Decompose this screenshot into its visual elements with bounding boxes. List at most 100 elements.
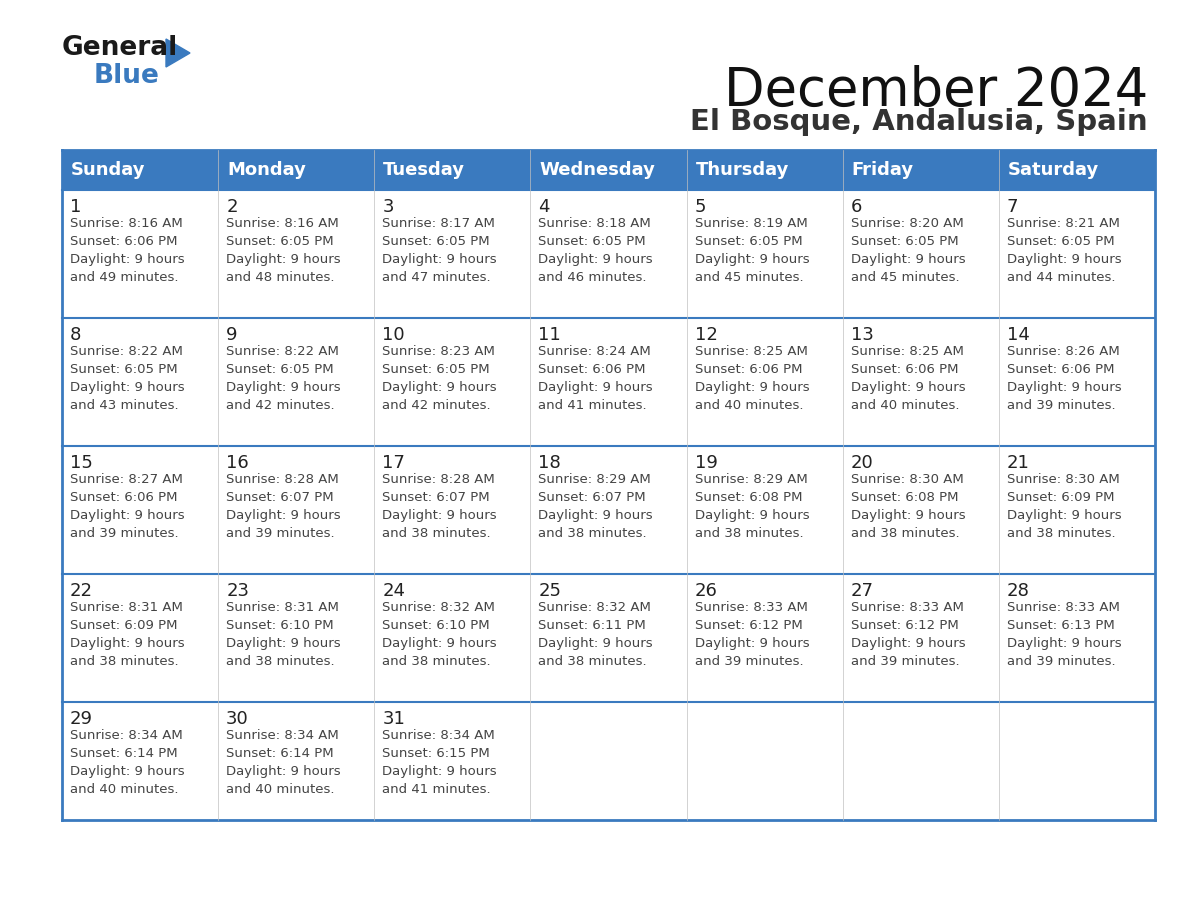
Text: Sunrise: 8:33 AM
Sunset: 6:13 PM
Daylight: 9 hours
and 39 minutes.: Sunrise: 8:33 AM Sunset: 6:13 PM Dayligh… <box>1007 601 1121 668</box>
Text: Saturday: Saturday <box>1007 161 1099 179</box>
Text: El Bosque, Andalusia, Spain: El Bosque, Andalusia, Spain <box>690 108 1148 136</box>
Text: Blue: Blue <box>94 63 160 89</box>
Bar <box>62 446 219 574</box>
Bar <box>219 150 374 190</box>
Bar <box>374 446 530 574</box>
Polygon shape <box>166 39 190 67</box>
Bar <box>530 190 687 318</box>
Text: Sunrise: 8:22 AM
Sunset: 6:05 PM
Daylight: 9 hours
and 42 minutes.: Sunrise: 8:22 AM Sunset: 6:05 PM Dayligh… <box>226 345 341 412</box>
Text: 22: 22 <box>70 582 93 600</box>
Bar <box>687 318 842 446</box>
Text: Sunrise: 8:25 AM
Sunset: 6:06 PM
Daylight: 9 hours
and 40 minutes.: Sunrise: 8:25 AM Sunset: 6:06 PM Dayligh… <box>851 345 966 412</box>
Bar <box>62 190 219 318</box>
Text: Sunrise: 8:20 AM
Sunset: 6:05 PM
Daylight: 9 hours
and 45 minutes.: Sunrise: 8:20 AM Sunset: 6:05 PM Dayligh… <box>851 217 966 284</box>
Text: Sunrise: 8:34 AM
Sunset: 6:14 PM
Daylight: 9 hours
and 40 minutes.: Sunrise: 8:34 AM Sunset: 6:14 PM Dayligh… <box>70 729 184 796</box>
Text: 7: 7 <box>1007 198 1018 216</box>
Text: Tuesday: Tuesday <box>384 161 466 179</box>
Text: Sunrise: 8:17 AM
Sunset: 6:05 PM
Daylight: 9 hours
and 47 minutes.: Sunrise: 8:17 AM Sunset: 6:05 PM Dayligh… <box>383 217 497 284</box>
Bar <box>530 150 687 190</box>
Text: Sunrise: 8:34 AM
Sunset: 6:15 PM
Daylight: 9 hours
and 41 minutes.: Sunrise: 8:34 AM Sunset: 6:15 PM Dayligh… <box>383 729 497 796</box>
Text: 9: 9 <box>226 326 238 344</box>
Text: Sunrise: 8:28 AM
Sunset: 6:07 PM
Daylight: 9 hours
and 39 minutes.: Sunrise: 8:28 AM Sunset: 6:07 PM Dayligh… <box>226 473 341 540</box>
Bar <box>62 702 219 820</box>
Text: 1: 1 <box>70 198 81 216</box>
Text: 28: 28 <box>1007 582 1030 600</box>
Bar <box>219 702 374 820</box>
Bar <box>530 318 687 446</box>
Bar <box>530 702 687 820</box>
Bar <box>62 150 219 190</box>
Text: 14: 14 <box>1007 326 1030 344</box>
Text: 5: 5 <box>695 198 706 216</box>
Bar <box>687 446 842 574</box>
Text: 24: 24 <box>383 582 405 600</box>
Text: Sunrise: 8:33 AM
Sunset: 6:12 PM
Daylight: 9 hours
and 39 minutes.: Sunrise: 8:33 AM Sunset: 6:12 PM Dayligh… <box>851 601 966 668</box>
Bar <box>62 318 219 446</box>
Bar <box>530 574 687 702</box>
Text: Sunrise: 8:23 AM
Sunset: 6:05 PM
Daylight: 9 hours
and 42 minutes.: Sunrise: 8:23 AM Sunset: 6:05 PM Dayligh… <box>383 345 497 412</box>
Text: Sunrise: 8:22 AM
Sunset: 6:05 PM
Daylight: 9 hours
and 43 minutes.: Sunrise: 8:22 AM Sunset: 6:05 PM Dayligh… <box>70 345 184 412</box>
Text: 31: 31 <box>383 710 405 728</box>
Bar <box>374 190 530 318</box>
Text: Sunrise: 8:30 AM
Sunset: 6:08 PM
Daylight: 9 hours
and 38 minutes.: Sunrise: 8:30 AM Sunset: 6:08 PM Dayligh… <box>851 473 966 540</box>
Text: Sunrise: 8:29 AM
Sunset: 6:08 PM
Daylight: 9 hours
and 38 minutes.: Sunrise: 8:29 AM Sunset: 6:08 PM Dayligh… <box>695 473 809 540</box>
Text: 20: 20 <box>851 454 873 472</box>
Text: General: General <box>62 35 178 61</box>
Bar <box>219 574 374 702</box>
Bar <box>999 150 1155 190</box>
Text: Friday: Friday <box>852 161 914 179</box>
Text: 29: 29 <box>70 710 93 728</box>
Text: Sunrise: 8:32 AM
Sunset: 6:11 PM
Daylight: 9 hours
and 38 minutes.: Sunrise: 8:32 AM Sunset: 6:11 PM Dayligh… <box>538 601 653 668</box>
Bar <box>999 318 1155 446</box>
Text: Sunrise: 8:25 AM
Sunset: 6:06 PM
Daylight: 9 hours
and 40 minutes.: Sunrise: 8:25 AM Sunset: 6:06 PM Dayligh… <box>695 345 809 412</box>
Bar <box>687 574 842 702</box>
Text: 11: 11 <box>538 326 561 344</box>
Text: 27: 27 <box>851 582 873 600</box>
Bar <box>219 446 374 574</box>
Text: 2: 2 <box>226 198 238 216</box>
Text: Sunrise: 8:32 AM
Sunset: 6:10 PM
Daylight: 9 hours
and 38 minutes.: Sunrise: 8:32 AM Sunset: 6:10 PM Dayligh… <box>383 601 497 668</box>
Bar <box>842 446 999 574</box>
Text: Sunday: Sunday <box>71 161 145 179</box>
Text: 17: 17 <box>383 454 405 472</box>
Bar <box>842 318 999 446</box>
Bar <box>687 702 842 820</box>
Text: Sunrise: 8:31 AM
Sunset: 6:09 PM
Daylight: 9 hours
and 38 minutes.: Sunrise: 8:31 AM Sunset: 6:09 PM Dayligh… <box>70 601 184 668</box>
Text: 15: 15 <box>70 454 93 472</box>
Bar <box>374 318 530 446</box>
Text: 19: 19 <box>695 454 718 472</box>
Text: 16: 16 <box>226 454 249 472</box>
Bar <box>999 702 1155 820</box>
Bar <box>842 150 999 190</box>
Text: 18: 18 <box>538 454 561 472</box>
Text: Sunrise: 8:26 AM
Sunset: 6:06 PM
Daylight: 9 hours
and 39 minutes.: Sunrise: 8:26 AM Sunset: 6:06 PM Dayligh… <box>1007 345 1121 412</box>
Bar <box>530 446 687 574</box>
Text: 6: 6 <box>851 198 862 216</box>
Text: Sunrise: 8:33 AM
Sunset: 6:12 PM
Daylight: 9 hours
and 39 minutes.: Sunrise: 8:33 AM Sunset: 6:12 PM Dayligh… <box>695 601 809 668</box>
Text: 10: 10 <box>383 326 405 344</box>
Text: Sunrise: 8:27 AM
Sunset: 6:06 PM
Daylight: 9 hours
and 39 minutes.: Sunrise: 8:27 AM Sunset: 6:06 PM Dayligh… <box>70 473 184 540</box>
Text: Sunrise: 8:16 AM
Sunset: 6:05 PM
Daylight: 9 hours
and 48 minutes.: Sunrise: 8:16 AM Sunset: 6:05 PM Dayligh… <box>226 217 341 284</box>
Text: Sunrise: 8:24 AM
Sunset: 6:06 PM
Daylight: 9 hours
and 41 minutes.: Sunrise: 8:24 AM Sunset: 6:06 PM Dayligh… <box>538 345 653 412</box>
Text: Thursday: Thursday <box>695 161 789 179</box>
Text: 26: 26 <box>695 582 718 600</box>
Bar <box>374 150 530 190</box>
Text: Sunrise: 8:19 AM
Sunset: 6:05 PM
Daylight: 9 hours
and 45 minutes.: Sunrise: 8:19 AM Sunset: 6:05 PM Dayligh… <box>695 217 809 284</box>
Bar <box>999 574 1155 702</box>
Bar <box>842 574 999 702</box>
Text: 21: 21 <box>1007 454 1030 472</box>
Bar <box>842 190 999 318</box>
Bar <box>999 190 1155 318</box>
Text: 13: 13 <box>851 326 873 344</box>
Text: Sunrise: 8:30 AM
Sunset: 6:09 PM
Daylight: 9 hours
and 38 minutes.: Sunrise: 8:30 AM Sunset: 6:09 PM Dayligh… <box>1007 473 1121 540</box>
Text: Sunrise: 8:21 AM
Sunset: 6:05 PM
Daylight: 9 hours
and 44 minutes.: Sunrise: 8:21 AM Sunset: 6:05 PM Dayligh… <box>1007 217 1121 284</box>
Bar <box>374 574 530 702</box>
Text: 4: 4 <box>538 198 550 216</box>
Text: Sunrise: 8:29 AM
Sunset: 6:07 PM
Daylight: 9 hours
and 38 minutes.: Sunrise: 8:29 AM Sunset: 6:07 PM Dayligh… <box>538 473 653 540</box>
Text: Sunrise: 8:18 AM
Sunset: 6:05 PM
Daylight: 9 hours
and 46 minutes.: Sunrise: 8:18 AM Sunset: 6:05 PM Dayligh… <box>538 217 653 284</box>
Bar <box>687 150 842 190</box>
Text: Sunrise: 8:16 AM
Sunset: 6:06 PM
Daylight: 9 hours
and 49 minutes.: Sunrise: 8:16 AM Sunset: 6:06 PM Dayligh… <box>70 217 184 284</box>
Text: Wednesday: Wednesday <box>539 161 656 179</box>
Bar <box>219 318 374 446</box>
Text: 23: 23 <box>226 582 249 600</box>
